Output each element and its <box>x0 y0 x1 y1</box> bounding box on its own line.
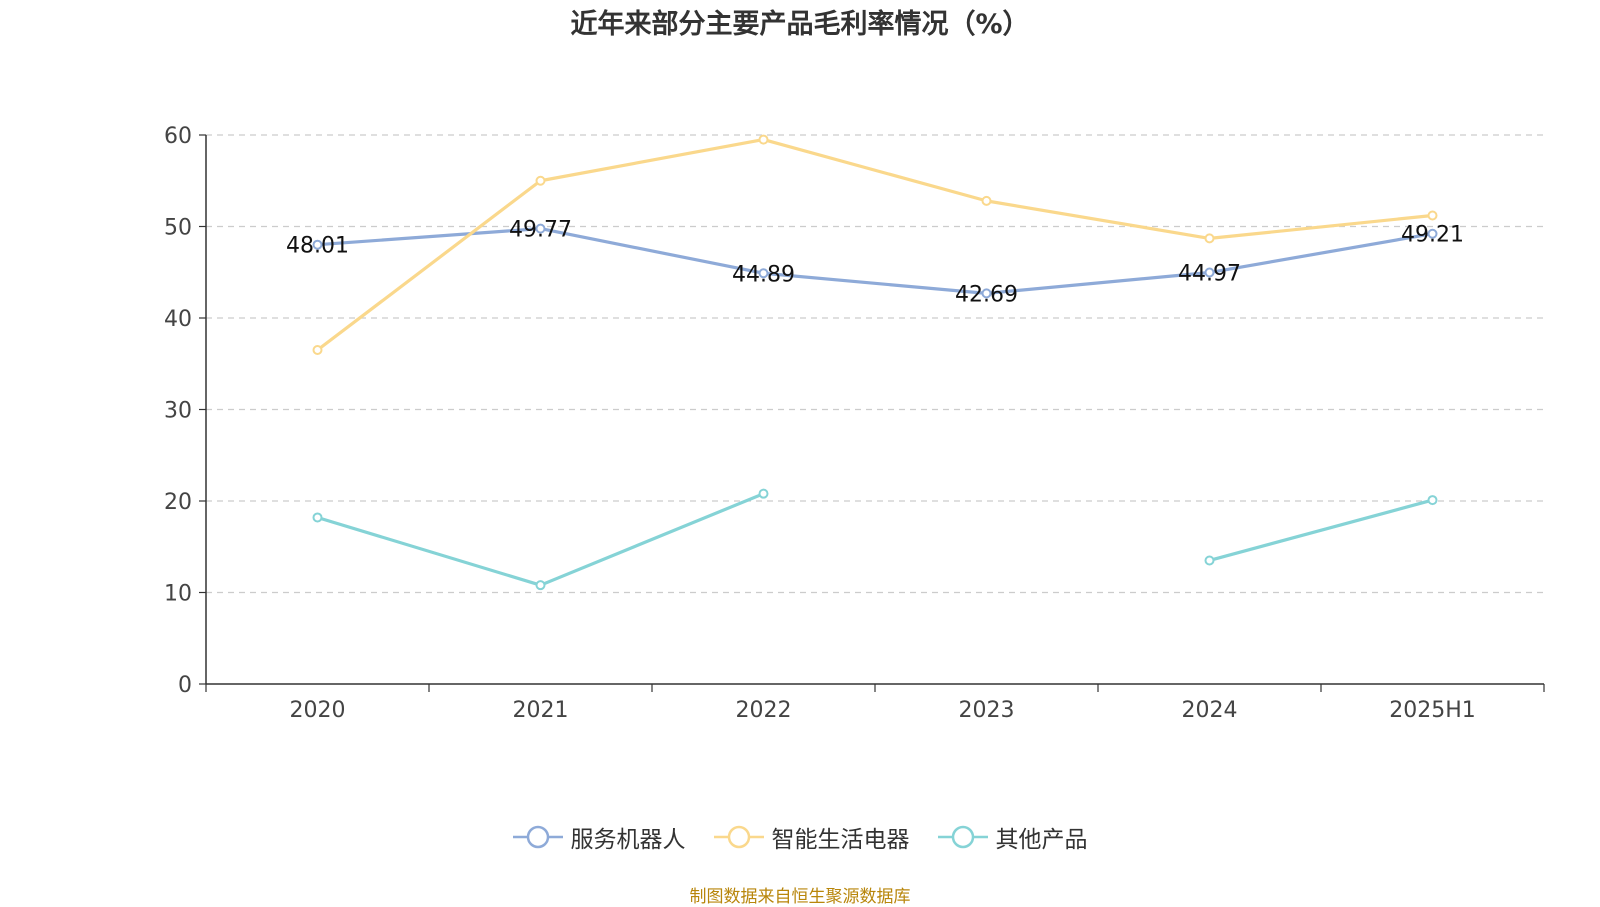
series-line-2 <box>1209 498 1433 563</box>
x-tick-label: 2025H1 <box>1389 698 1476 723</box>
series-line-2 <box>317 492 765 587</box>
data-point-2 <box>758 488 769 499</box>
data-point-2 <box>535 580 546 591</box>
data-point-2 <box>1427 495 1438 506</box>
data-point-1 <box>312 345 323 356</box>
x-tick-label: 2023 <box>959 698 1015 723</box>
legend-item[interactable]: 服务机器人 <box>512 820 686 854</box>
data-point-0 <box>981 288 992 299</box>
x-tick-label: 2021 <box>513 698 569 723</box>
y-tick-label: 10 <box>164 582 192 607</box>
data-point-0 <box>535 223 546 234</box>
data-point-0 <box>1427 228 1438 239</box>
data-point-2 <box>312 512 323 523</box>
x-tick-label: 2020 <box>290 698 346 723</box>
legend-label: 其他产品 <box>995 827 1088 853</box>
y-tick-label: 30 <box>164 399 192 424</box>
axes: 0 10 20 30 40 50 60 2020 2021 2022 2023 2024 2025H1 <box>164 124 1545 723</box>
y-tick-label: 0 <box>178 673 192 698</box>
legend-label: 智能生活电器 <box>771 827 910 853</box>
data-point-0 <box>1204 267 1215 278</box>
data-label: 42.69 <box>955 282 1018 307</box>
legend-marker-icon <box>512 825 563 849</box>
data-point-0 <box>758 268 769 279</box>
data-point-1 <box>981 195 992 206</box>
data-label: 44.89 <box>732 262 795 287</box>
series-line-1 <box>316 137 1433 352</box>
series-lines <box>312 134 1438 591</box>
data-point-1 <box>758 134 769 145</box>
data-label: 49.77 <box>509 218 572 243</box>
x-tick-label: 2022 <box>736 698 792 723</box>
data-point-2 <box>1204 555 1215 566</box>
data-label: 44.97 <box>1178 262 1241 287</box>
data-point-1 <box>1204 233 1215 244</box>
y-tick-label: 50 <box>164 216 192 241</box>
data-label: 48.01 <box>286 234 349 259</box>
legend-marker-icon <box>713 825 764 849</box>
source-note: 制图数据来自恒生聚源数据库 <box>689 887 911 907</box>
legend-item[interactable]: 智能生活电器 <box>713 820 910 854</box>
legend-item[interactable]: 其他产品 <box>937 820 1088 854</box>
y-tick-label: 20 <box>164 490 192 515</box>
legend: 服务机器人 智能生活电器 其他产品 <box>0 820 1600 854</box>
y-tick-label: 60 <box>164 124 192 149</box>
data-point-1 <box>535 175 546 186</box>
series-line-0 <box>317 227 1433 295</box>
legend-marker-icon <box>937 825 988 849</box>
y-tick-label: 40 <box>164 307 192 332</box>
chart-title: 近年来部分主要产品毛利率情况（%） <box>570 9 1030 40</box>
data-point-1 <box>1427 210 1438 221</box>
data-labels: 48.01 49.77 44.89 42.69 44.97 49.21 <box>286 218 1464 308</box>
legend-label: 服务机器人 <box>570 827 686 853</box>
x-tick-label: 2024 <box>1182 698 1238 723</box>
data-label: 49.21 <box>1401 223 1464 248</box>
data-point-0 <box>312 239 323 250</box>
